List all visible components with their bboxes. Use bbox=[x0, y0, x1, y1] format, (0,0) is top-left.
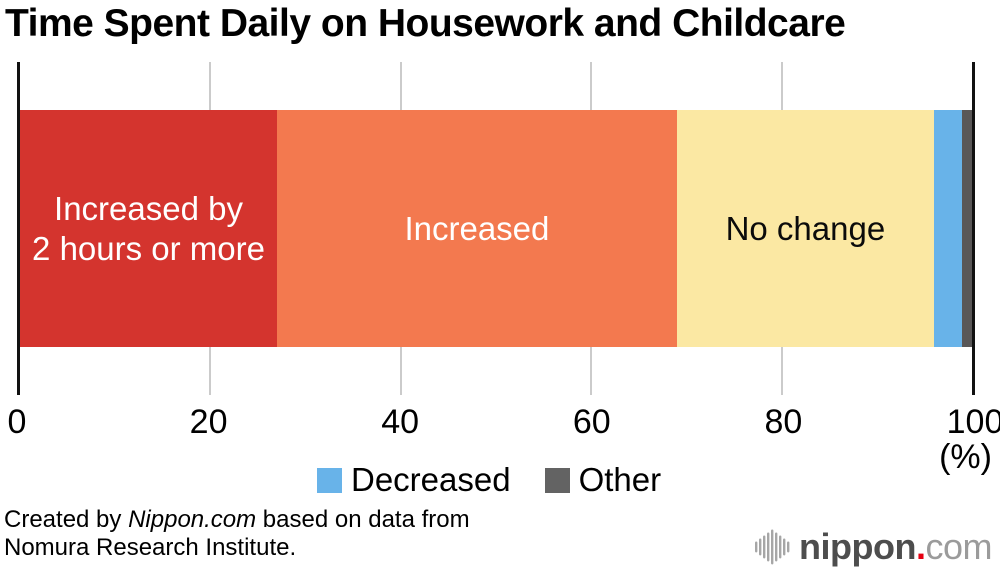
legend-swatch bbox=[317, 467, 342, 493]
bar-segment: No change bbox=[676, 110, 934, 347]
bar-segment: Increased bbox=[277, 110, 677, 347]
tick-label-80: 80 bbox=[764, 403, 803, 441]
credit-text: Created by Nippon.com based on data from… bbox=[4, 506, 470, 562]
credit-prefix: Created by bbox=[4, 506, 129, 533]
legend-label: Other bbox=[578, 461, 662, 498]
logo-tld: com bbox=[925, 526, 992, 567]
chart-title: Time Spent Daily on Housework and Childc… bbox=[5, 2, 846, 45]
logo-name: nippon bbox=[799, 526, 916, 567]
legend-item-decreased: Decreased bbox=[317, 461, 511, 499]
tick-label-0: 0 bbox=[7, 403, 27, 441]
credit-suffix: based on data from bbox=[256, 506, 470, 533]
soundwave-bars-icon bbox=[755, 529, 790, 565]
segment-label: Increased bbox=[404, 209, 550, 247]
legend-swatch bbox=[544, 467, 570, 493]
credit-line-2: Nomura Research Institute. bbox=[4, 534, 297, 561]
bar-segment: Increased by 2 hours or more bbox=[20, 110, 278, 347]
tick-label-60: 60 bbox=[572, 403, 611, 441]
x-axis-unit-label: (%) bbox=[939, 438, 992, 476]
logo-dot: . bbox=[915, 526, 926, 567]
bar-segment bbox=[962, 110, 972, 347]
bar-segment bbox=[933, 110, 963, 347]
plot-area: Increased by 2 hours or more Increased No c… bbox=[17, 62, 975, 395]
nippon-com-logo-text: nippon.com bbox=[799, 526, 992, 568]
segment-label: Increased by 2 hours or more bbox=[32, 189, 265, 267]
segment-label: No change bbox=[725, 209, 886, 247]
stacked-bar: Increased by 2 hours or more Increased No c… bbox=[20, 110, 972, 347]
tick-label-100: 100 bbox=[946, 403, 1000, 441]
tick-label-20: 20 bbox=[189, 403, 228, 441]
x-axis-tick-labels: 0 20 40 60 80 100 bbox=[8, 403, 1000, 441]
chart-legend: Decreased Other bbox=[317, 461, 661, 499]
nippon-com-logo: nippon.com bbox=[755, 526, 992, 568]
tick-label-40: 40 bbox=[381, 403, 420, 441]
legend-label: Decreased bbox=[351, 461, 511, 498]
credit-line-1: Created by Nippon.com based on data from bbox=[4, 506, 470, 534]
credit-source: Nippon.com bbox=[128, 506, 257, 533]
legend-item-other: Other bbox=[544, 461, 662, 499]
